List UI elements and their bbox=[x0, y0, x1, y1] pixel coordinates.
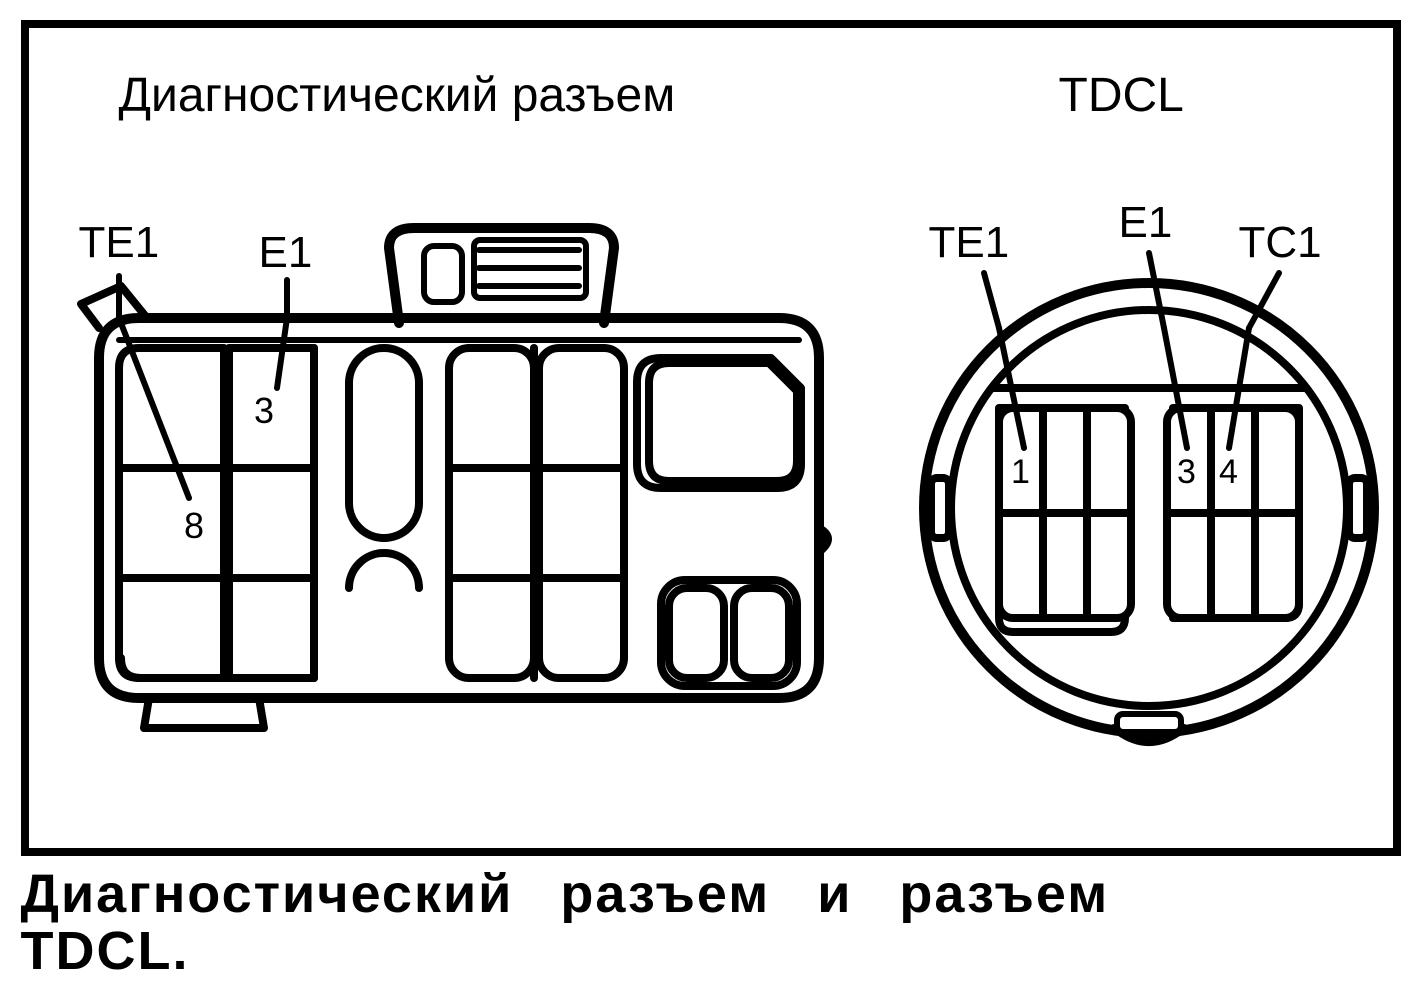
pin-3-left: 3 bbox=[254, 390, 274, 431]
pin-4-right: 4 bbox=[1219, 453, 1238, 491]
caption-line2: TDCL. bbox=[21, 921, 190, 981]
pin-8-left: 8 bbox=[184, 505, 204, 546]
diagram-frame: Диагностический разъем TDCL TE1 E1 TE1 E… bbox=[21, 20, 1401, 856]
caption-line1: Диагностический разъем и разъем bbox=[21, 864, 1110, 924]
pin-3-right: 3 bbox=[1177, 453, 1196, 491]
figure-caption: Диагностический разъем и разъем TDCL. bbox=[21, 866, 1401, 979]
connectors-svg: 3 8 bbox=[29, 28, 1393, 832]
pin-1-right: 1 bbox=[1011, 453, 1030, 491]
